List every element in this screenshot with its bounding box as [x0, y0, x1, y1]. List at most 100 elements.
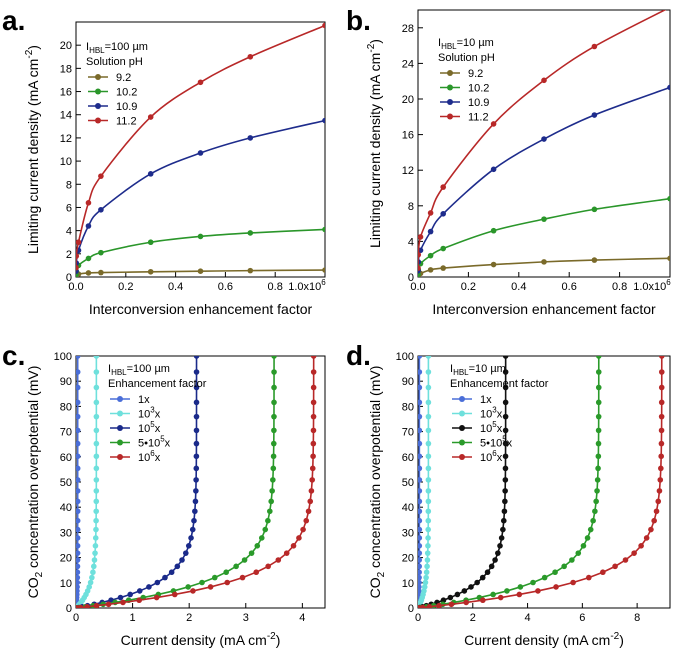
data-point-1x [76, 517, 81, 524]
data-point-10^5x [502, 488, 508, 494]
legend-subheading: Enhancement factor [108, 378, 207, 390]
x-axis-title-text: Interconversion enhancement factor [89, 301, 313, 317]
data-point-1x [418, 384, 423, 391]
legend-entry-10^3x: 103x [480, 406, 503, 421]
data-point-10^3x [90, 563, 97, 570]
data-point-10^6x [516, 591, 523, 598]
x-axis-title-text: Current density (mA cm [121, 632, 267, 648]
data-point-10.9 [147, 171, 154, 177]
data-point-10^6x [309, 477, 316, 483]
data-point-1x [418, 399, 423, 406]
data-point-11.2 [98, 173, 104, 179]
y-tick-label: 0 [66, 272, 72, 284]
y-axis-title-tail: ) [25, 45, 41, 50]
data-point-10^3x [423, 574, 429, 581]
data-point-10^5x [500, 517, 507, 524]
data-point-5•10^5x [271, 356, 277, 359]
data-point-10^6x [308, 488, 315, 494]
legend-entry-tail: x [155, 423, 161, 435]
y-tick-label: 10 [60, 156, 72, 168]
data-point-1x [76, 440, 81, 447]
data-point-11.2 [76, 239, 82, 246]
y-tick-label: 40 [402, 502, 414, 514]
data-point-1x [76, 526, 81, 533]
legend-entry-10^5x: 105x [480, 420, 503, 435]
y-tick-label: 20 [60, 40, 72, 52]
data-point-10^6x [657, 477, 664, 483]
legend-marker-10.9 [95, 103, 101, 109]
data-point-10^5x [136, 588, 143, 594]
x-axis-title-tail: ) [619, 632, 624, 648]
legend-heading-value: =10 µm [457, 37, 494, 49]
data-point-10^3x [92, 550, 98, 556]
legend-entry-10.9: 10.9 [468, 97, 489, 109]
plot-frame [75, 355, 326, 609]
data-point-10^5x [193, 477, 199, 483]
data-point-10^3x [92, 535, 99, 541]
data-point-5•10^5x [254, 543, 261, 549]
y-axis-title: CO2 concentration overpotential (mV) [367, 366, 387, 599]
data-point-5•10^5x [590, 517, 596, 524]
y-axis-title-exponent: -2 [24, 49, 35, 58]
data-point-10^5x [117, 594, 124, 601]
data-point-10^3x [425, 517, 432, 524]
data-point-1x [418, 526, 423, 533]
data-point-10^5x [185, 543, 192, 549]
data-point-10^3x [93, 498, 100, 505]
legend-heading-value: =100 µm [105, 41, 148, 53]
data-point-10^6x [305, 508, 312, 515]
data-point-5•10^5x [595, 453, 602, 460]
data-point-10^3x [93, 369, 100, 375]
data-point-10^3x [425, 440, 432, 447]
legend-entry-10.2: 10.2 [468, 83, 489, 95]
legend-entry-text: 10.9 [468, 97, 489, 109]
data-point-5•10^5x [211, 574, 218, 581]
data-point-10^6x [653, 508, 660, 515]
data-point-11.2 [591, 43, 598, 50]
data-point-1x [418, 498, 423, 505]
data-point-11.2 [418, 265, 421, 271]
data-point-10^3x [93, 453, 100, 460]
data-point-10^3x [425, 465, 432, 472]
data-point-10^6x [419, 604, 426, 608]
y-axis-title-text: concentration overpotential (mV) [367, 366, 383, 572]
x-end-label: 1.0x106 [288, 278, 326, 293]
data-point-10^6x [275, 557, 282, 563]
y-tick-label: 6 [66, 202, 72, 214]
data-point-10^3x [425, 535, 431, 541]
legend-heading-subscript: HBL [89, 46, 105, 55]
y-axis-title: Limiting current density (mA cm-2) [24, 45, 41, 254]
data-point-10^6x [224, 579, 231, 586]
data-point-10^5x [154, 579, 161, 586]
y-tick-label: 100 [54, 351, 72, 363]
data-point-10^3x [93, 465, 100, 472]
data-point-10^6x [120, 599, 126, 606]
legend-marker-10^5x [117, 425, 123, 431]
data-point-11.2 [247, 53, 254, 60]
x-end-label-exponent: 6 [321, 278, 326, 287]
plot-frame [417, 9, 671, 278]
data-point-10^3x [422, 579, 429, 586]
legend-marker-10^3x [459, 410, 465, 417]
data-point-10^6x [309, 465, 316, 472]
y-tick-label: 16 [402, 130, 414, 142]
y-axis-title-text: concentration overpotential (mV) [25, 366, 41, 572]
data-point-5•10^5x [592, 508, 598, 515]
data-point-1x [418, 440, 423, 447]
legend-entry-tail: x [507, 438, 513, 450]
x-end-label-base: 1.0x10 [288, 281, 321, 293]
data-point-10^5x [492, 557, 498, 563]
data-point-5•10^5x [595, 356, 602, 359]
data-point-1x [418, 356, 423, 359]
data-point-5•10^5x [595, 413, 602, 420]
y-axis-title-text: Limiting current density (mA cm [367, 53, 383, 248]
data-point-5•10^5x [270, 465, 277, 472]
data-point-10.2 [85, 255, 92, 262]
data-point-1x [76, 384, 81, 391]
data-point-9.2 [197, 268, 204, 275]
data-point-1x [76, 356, 81, 359]
data-point-5•10^5x [199, 579, 205, 586]
data-point-10^5x [502, 440, 509, 447]
data-point-10^3x [93, 384, 100, 391]
legend-heading-symbol: I [108, 363, 111, 375]
